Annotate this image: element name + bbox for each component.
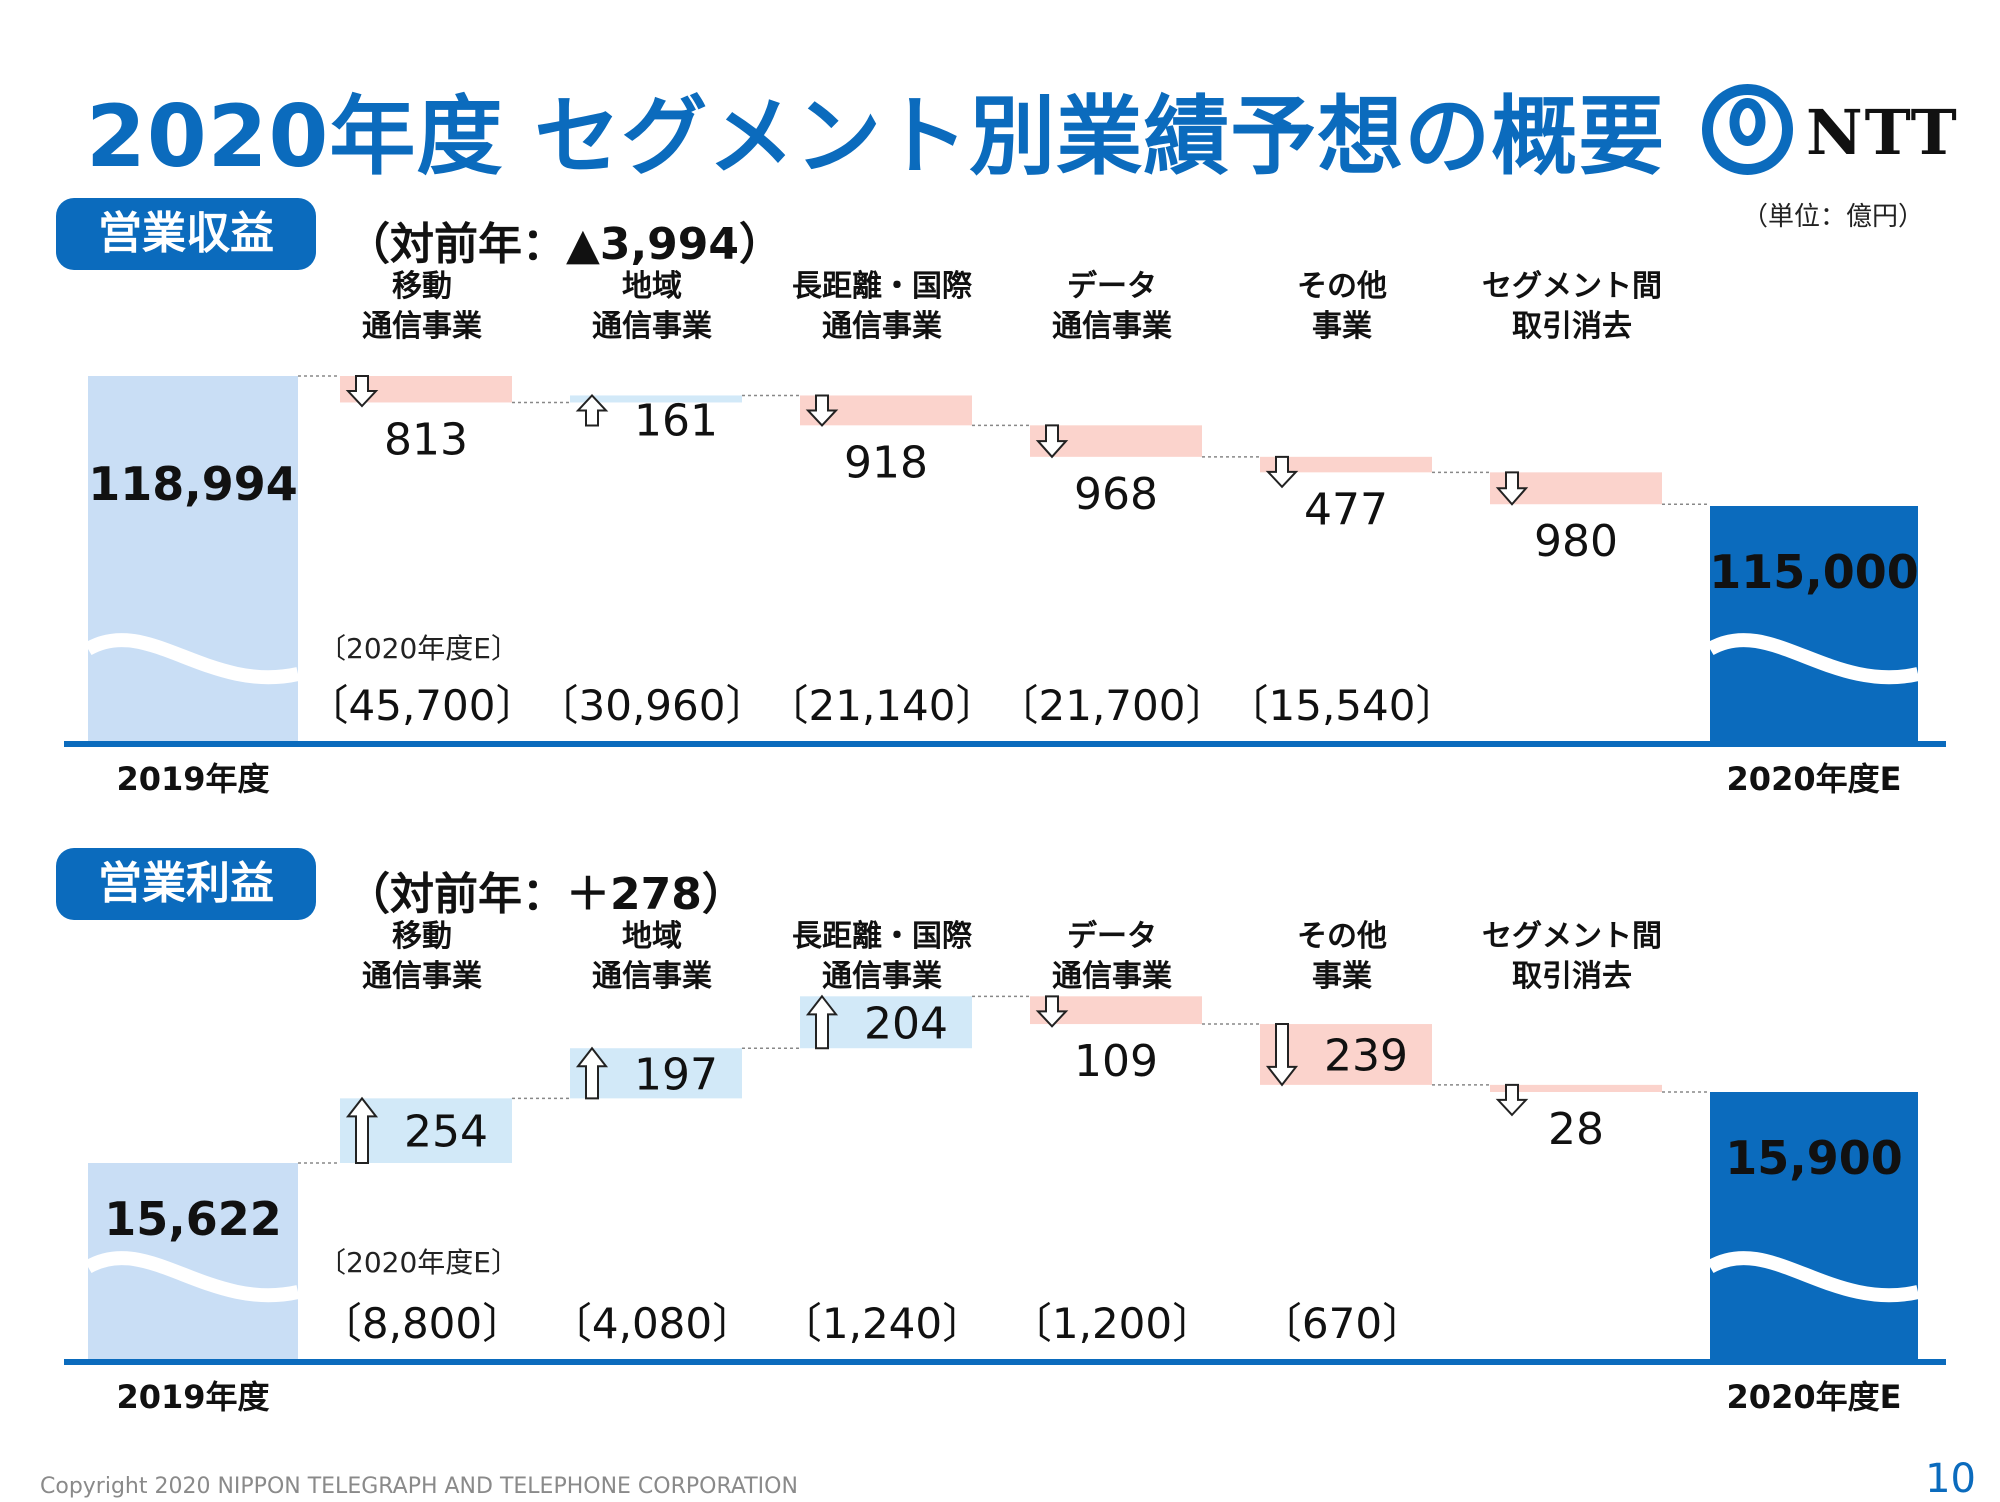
change-value-label: 197	[634, 1049, 718, 1100]
end-bar	[1710, 1092, 1918, 1362]
category-label: データ	[1067, 269, 1157, 304]
forecast-value-label: 〔21,140〕	[767, 681, 998, 730]
end-bar-wave	[1706, 633, 1920, 685]
category-label: その他	[1297, 919, 1387, 954]
change-value-label: 161	[634, 395, 718, 446]
x-axis-label-end: 2020年度E	[1727, 1378, 1902, 1416]
change-value-label: 980	[1534, 516, 1618, 567]
down-arrow-icon	[1495, 1083, 1529, 1117]
forecast-value-label: 〔1,200〕	[1010, 1299, 1214, 1348]
category-label: 事業	[1312, 309, 1372, 344]
start-value-label: 15,622	[104, 1192, 282, 1246]
category-label: 地域	[622, 919, 682, 954]
category-label: 通信事業	[1052, 309, 1172, 344]
down-arrow-icon	[1035, 995, 1069, 1028]
section-title-badge: 営業利益	[56, 848, 316, 920]
down-arrow-icon	[1265, 1023, 1299, 1087]
down-arrow-icon	[805, 394, 839, 427]
forecast-value-label: 〔8,800〕	[320, 1299, 524, 1348]
up-arrow-icon	[575, 393, 609, 427]
start-bar-wave	[84, 633, 300, 685]
change-value-label: 477	[1304, 484, 1388, 535]
page-number: 10	[1925, 1456, 1976, 1502]
category-label: 通信事業	[822, 309, 942, 344]
change-value-label: 918	[844, 437, 928, 488]
end-bar-wave	[1706, 1251, 1920, 1303]
forecast-value-label: 〔30,960〕	[537, 681, 768, 730]
category-label: 移動	[392, 269, 452, 304]
ntt-logo-icon	[1702, 84, 1793, 175]
up-arrow-icon	[805, 994, 839, 1050]
logo-text: NTT	[1806, 96, 1959, 169]
category-label: 移動	[392, 919, 452, 954]
forecast-header-label: 〔2020年度E〕	[318, 632, 519, 665]
revenue-section: 営業収益 （対前年：▲3,994）	[0, 198, 2000, 818]
category-label: 長距離・国際	[792, 269, 972, 304]
down-arrow-icon	[345, 375, 379, 408]
forecast-value-label: 〔15,540〕	[1227, 681, 1458, 730]
change-value-label: 968	[1074, 469, 1158, 520]
category-label: 通信事業	[362, 309, 482, 344]
change-bar	[1490, 1084, 1662, 1092]
start-value-label: 118,994	[88, 457, 298, 511]
category-label: 通信事業	[1052, 959, 1172, 994]
forecast-value-label: 〔4,080〕	[550, 1299, 754, 1348]
end-value-label: 115,000	[1709, 545, 1919, 599]
category-label: セグメント間	[1482, 269, 1662, 304]
category-label: 通信事業	[592, 959, 712, 994]
category-label: 事業	[1312, 959, 1372, 994]
down-arrow-icon	[1495, 471, 1529, 506]
category-label: 通信事業	[362, 959, 482, 994]
end-bar	[1710, 506, 1918, 744]
category-label: データ	[1067, 919, 1157, 954]
x-axis-label-end: 2020年度E	[1727, 760, 1902, 798]
section-title-badge: 営業収益	[56, 198, 316, 270]
start-bar-wave	[84, 1251, 300, 1303]
forecast-header-label: 〔2020年度E〕	[318, 1246, 519, 1279]
unit-label: （単位：億円）	[1741, 202, 1924, 232]
category-label: 長距離・国際	[792, 919, 972, 954]
yoy-change-label: （対前年：▲3,994）	[346, 219, 784, 270]
category-label: 取引消去	[1512, 959, 1632, 994]
change-value-label: 109	[1074, 1036, 1158, 1087]
end-value-label: 15,900	[1725, 1131, 1903, 1185]
category-label: 地域	[622, 269, 682, 304]
up-arrow-icon	[345, 1096, 379, 1164]
down-arrow-icon	[1035, 424, 1069, 459]
category-label: 通信事業	[822, 959, 942, 994]
x-axis-label-start: 2019年度	[116, 760, 269, 798]
yoy-change-label: （対前年：＋278）	[346, 869, 746, 920]
down-arrow-icon	[1265, 455, 1299, 489]
forecast-value-label: 〔21,700〕	[997, 681, 1228, 730]
change-value-label: 28	[1548, 1104, 1604, 1155]
forecast-value-label: 〔1,240〕	[780, 1299, 984, 1348]
profit-section: 営業利益 （対前年：＋278）	[0, 848, 2000, 1468]
category-label: その他	[1297, 269, 1387, 304]
forecast-value-label: 〔670〕	[1260, 1299, 1424, 1348]
up-arrow-icon	[575, 1046, 609, 1100]
change-bar	[570, 395, 742, 403]
category-label: 通信事業	[592, 309, 712, 344]
change-value-label: 239	[1324, 1030, 1408, 1081]
change-value-label: 813	[384, 414, 468, 465]
copyright-footer: Copyright 2020 NIPPON TELEGRAPH AND TELE…	[40, 1474, 798, 1499]
page-title: 2020年度 セグメント別業績予想の概要	[86, 87, 1666, 187]
start-bar	[88, 376, 298, 744]
change-value-label: 254	[404, 1107, 488, 1158]
category-label: セグメント間	[1482, 919, 1662, 954]
category-label: 取引消去	[1512, 309, 1632, 344]
change-value-label: 204	[864, 998, 948, 1049]
change-bar	[1260, 456, 1432, 473]
x-axis-label-start: 2019年度	[116, 1378, 269, 1416]
forecast-value-label: 〔45,700〕	[307, 681, 538, 730]
